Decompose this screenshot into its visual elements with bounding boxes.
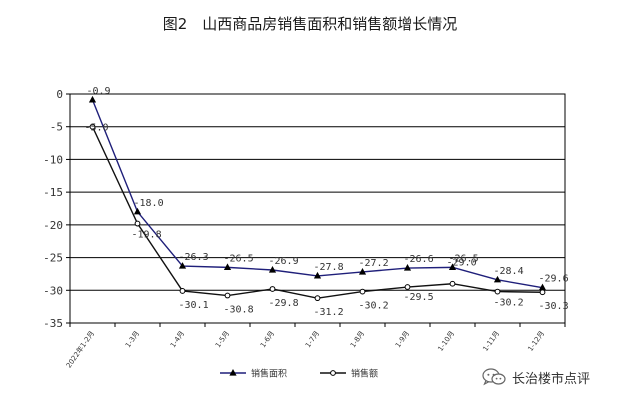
series-1-label-5: -31.2 xyxy=(314,307,344,318)
series-0-point-0 xyxy=(88,95,97,103)
watermark-text: 长治楼市点评 xyxy=(512,371,591,387)
series-0-point-6 xyxy=(358,267,367,275)
wechat-icon xyxy=(482,368,506,386)
series-1-label-2: -30.1 xyxy=(179,300,209,311)
x-tick-label-2: 1-4月 xyxy=(169,330,186,350)
series-1-point-3 xyxy=(224,292,231,299)
series-0-label-3: -26.5 xyxy=(224,253,254,264)
series-0-label-6: -27.2 xyxy=(359,258,389,269)
plot-border xyxy=(69,93,566,324)
series-0-label-9: -28.4 xyxy=(494,266,524,277)
series-1-label-7: -29.5 xyxy=(404,292,434,303)
series-1-label-1: -19.8 xyxy=(132,230,162,241)
chart-title: 图2 山西商品房销售面积和销售额增长情况 xyxy=(163,15,458,33)
legend-label-0: 销售面积 xyxy=(251,368,287,380)
series-0-point-8 xyxy=(448,263,457,270)
y-tick-label-4: -20 xyxy=(43,219,63,232)
y-tick-label-2: -10 xyxy=(43,153,63,166)
series-0-label-8: -26.5 xyxy=(449,253,479,264)
series-1-point-4 xyxy=(269,286,276,292)
y-tick-label-1: -5 xyxy=(50,121,63,134)
series-1-label-4: -29.8 xyxy=(269,298,299,309)
series-1-label-3: -30.8 xyxy=(224,305,254,316)
series-1-point-6 xyxy=(359,288,366,295)
series-1-point-8 xyxy=(449,280,456,287)
y-tick-label-7: -35 xyxy=(43,317,63,330)
x-tick-label-6: 1-8月 xyxy=(349,330,366,350)
series-0-label-0: -0.9 xyxy=(87,86,111,97)
series-0-label-1: -18.0 xyxy=(134,198,164,209)
legend-marker-0 xyxy=(229,369,237,376)
series-0-point-7 xyxy=(403,264,412,271)
series-0-point-2 xyxy=(178,262,187,269)
series-0-point-3 xyxy=(223,263,232,270)
series-0-label-5: -27.8 xyxy=(314,262,344,273)
series-0-label-2: -26.3 xyxy=(179,252,209,263)
series-0-label-7: -26.6 xyxy=(404,254,434,265)
x-tick-label-9: 1-11月 xyxy=(481,330,501,353)
series-1-point-9 xyxy=(494,288,501,295)
series-0-point-9 xyxy=(493,275,502,283)
legend: 销售面积 销售额 xyxy=(220,368,378,380)
series-1-point-10 xyxy=(539,289,546,296)
series-1-point-2 xyxy=(179,288,186,294)
series-1-point-5 xyxy=(314,295,321,302)
series-1-label-0: -5.0 xyxy=(85,123,109,134)
x-tick-label-4: 1-6月 xyxy=(259,330,276,350)
y-tick-label-6: -30 xyxy=(43,284,63,297)
series-1-label-10: -30.3 xyxy=(539,301,569,312)
series-0-label-10: -29.6 xyxy=(539,274,569,285)
series-0-label-4: -26.9 xyxy=(269,256,299,267)
series-1-label-8: -29.0 xyxy=(447,258,477,269)
series-1-label-6: -30.2 xyxy=(359,301,389,312)
series-0-point-4 xyxy=(268,266,277,273)
watermark: 长治楼市点评 xyxy=(481,366,590,388)
y-tick-label-0: 0 xyxy=(56,88,63,101)
series-0-point-5 xyxy=(313,271,322,279)
y-tick-label-5: -25 xyxy=(43,252,63,265)
x-tick-label-0: 2022年1-2月 xyxy=(64,329,96,370)
series-1-point-0 xyxy=(89,123,96,130)
legend-marker-1 xyxy=(330,370,336,376)
legend-label-1: 销售额 xyxy=(351,368,378,380)
x-tick-label-7: 1-9月 xyxy=(394,330,411,350)
series-0-point-10 xyxy=(538,283,547,291)
x-tick-label-1: 1-3月 xyxy=(124,330,141,350)
x-tick-label-8: 1-10月 xyxy=(436,330,456,353)
x-tick-label-3: 1-5月 xyxy=(214,330,231,350)
series-1-point-1 xyxy=(134,220,141,227)
x-tick-label-10: 1-12月 xyxy=(526,330,546,353)
series-0-point-1 xyxy=(133,207,142,215)
series-1-point-7 xyxy=(404,284,411,290)
y-tick-label-3: -15 xyxy=(43,186,63,199)
series-1-label-9: -30.2 xyxy=(494,298,524,309)
x-tick-label-5: 1-7月 xyxy=(304,330,321,350)
